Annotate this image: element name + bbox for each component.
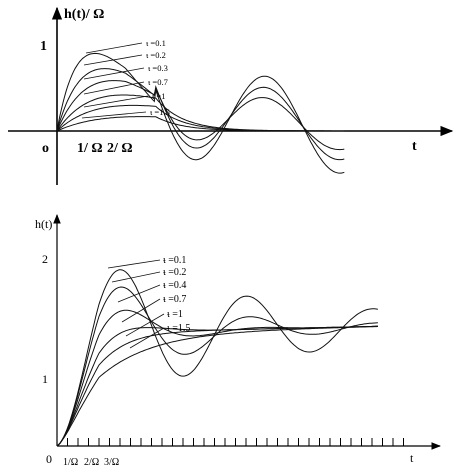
top-y-tick-label-1: 1	[40, 39, 47, 54]
top-series-label-5: ᵼ =1	[152, 91, 165, 101]
bottom-origin-label: 0	[46, 452, 52, 466]
bottom-curve-series-4	[56, 325, 378, 447]
bottom-leader-line-2	[111, 271, 161, 283]
top-origin-label: o	[42, 141, 49, 156]
top-series-label-6: ᵼ =1.5	[150, 107, 170, 117]
bottom-y-tick-label-1: 1	[42, 372, 48, 386]
bottom-series-label-4: ᵼ =0.7	[163, 294, 186, 305]
bottom-y-tick-label-2: 2	[42, 252, 48, 266]
top-series-label-4: ᵼ =0.7	[148, 77, 168, 87]
top-leader-line-5	[83, 95, 149, 108]
bottom-x-tick-label-1: 1/Ω	[63, 457, 78, 468]
top-curve-series-4	[56, 94, 345, 132]
bottom-leader-line-6	[129, 327, 165, 349]
bottom-series-label-3: ᵼ =0.4	[163, 280, 186, 291]
top-leader-line-6	[81, 111, 147, 119]
top-x-axis-label: t	[412, 139, 417, 154]
bottom-x-tick-label-3: 3/Ω	[104, 457, 119, 468]
top-leader-line-3	[83, 67, 145, 80]
top-x-tick-label-1: 1/ Ω	[77, 141, 103, 156]
bottom-leader-line-5	[125, 313, 165, 337]
bottom-x-tick-label-2: 2/Ω	[84, 457, 99, 468]
top-series-label-2: ᵼ =0.2	[146, 50, 166, 60]
bottom-curve-series-5	[56, 325, 378, 447]
step-response-chart: h(t) 2 1 0 1/Ω 2/Ω 3/Ω t ᵼ =0.1ᵼ =0.2ᵼ =…	[35, 214, 441, 468]
top-leader-line-4	[83, 81, 145, 95]
top-series-label-3: ᵼ =0.3	[148, 63, 168, 73]
bottom-leader-line-4	[121, 298, 161, 323]
bottom-series-label-5: ᵼ =1	[167, 309, 183, 320]
top-curve-series-5	[56, 104, 345, 132]
top-series-label-1: ᵼ =0.1	[146, 38, 166, 48]
bottom-leader-line-3	[117, 284, 161, 303]
impulse-response-chart: h(t)/ Ω 1 o 1/ Ω 2/ Ω t ᵼ =0.1ᵼ =0.2ᵼ =0…	[8, 6, 454, 185]
top-curve-series-6	[56, 116, 345, 132]
bottom-leader-line-1	[107, 259, 161, 269]
top-leader-line-2	[83, 54, 143, 66]
top-x-tick-label-2: 2/ Ω	[107, 141, 133, 156]
bottom-y-axis-label: h(t)	[35, 217, 52, 231]
bottom-series-label-2: ᵼ =0.2	[163, 267, 186, 278]
bottom-curve-series-2	[56, 286, 378, 447]
top-curve-series-1	[56, 52, 345, 174]
top-curves: ᵼ =0.1 ᵼ =0.2 ᵼ =0.3 ᵼ =0.7 ᵼ =1 ᵼ =1.5	[56, 38, 345, 174]
bottom-curves: ᵼ =0.1ᵼ =0.2 ᵼ =0.4 ᵼ =0.7 ᵼ =1 ᵼ =1.5	[56, 255, 378, 447]
bottom-curve-series-1	[56, 269, 378, 447]
bottom-curve-series-3	[56, 309, 378, 447]
top-curve-series-3	[56, 80, 345, 151]
bottom-series-label-6: ᵼ =1.5	[167, 323, 190, 334]
top-y-axis-label: h(t)/ Ω	[64, 7, 104, 22]
bottom-x-ticks	[67, 438, 404, 446]
bottom-series-label-1: ᵼ =0.1	[163, 255, 186, 266]
top-curve-series-2	[56, 68, 345, 161]
bottom-curve-series-6	[56, 326, 378, 447]
top-leader-line-1	[85, 42, 143, 54]
bottom-x-axis-label: t	[410, 451, 414, 465]
